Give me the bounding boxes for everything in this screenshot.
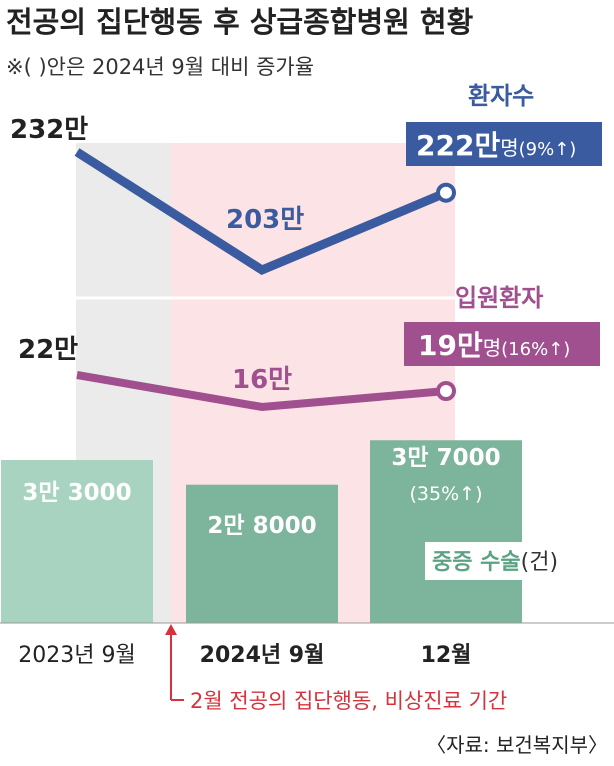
inpatients-series-name: 입원환자 — [455, 284, 543, 312]
bar-change-12: (35%↑) — [410, 483, 483, 505]
source-note: 〈자료: 보건복지부〉 — [426, 733, 608, 757]
patients-value-box — [406, 122, 602, 166]
bar-legend-box — [425, 542, 608, 580]
line-series — [74, 148, 456, 412]
inpatients-label-2023: 22만 — [18, 335, 78, 365]
patients-value-box-text: 222만명(9%↑) — [416, 129, 576, 162]
bar-label-12: 3만 7000 — [391, 445, 500, 471]
inpatients-label-2024: 16만 — [232, 365, 292, 395]
inpatients-line — [76, 371, 447, 412]
bar-legend: 중증 수술(건) — [432, 550, 558, 575]
patients-label-2023: 232만 — [10, 115, 88, 145]
patients-line — [74, 148, 448, 276]
bar-label-2024: 2만 8000 — [207, 513, 316, 539]
chart-subtitle: ※( )안은 2024년 9월 대비 증가율 — [6, 55, 314, 79]
x-label-2023: 2023년 9월 — [18, 643, 135, 668]
patients-series-name: 환자수 — [468, 82, 534, 110]
period-note: 2월 전공의 집단행동, 비상진료 기간 — [190, 689, 507, 713]
bar-2024년 9월 — [186, 484, 338, 623]
bar-label-2023: 3만 3000 — [22, 480, 131, 506]
bar-2023년 9월 — [1, 460, 153, 623]
x-label-2024: 2024년 9월 — [200, 643, 325, 668]
inpatients-value-box — [404, 322, 600, 366]
patients-label-2024: 203만 — [226, 205, 304, 235]
inpatients-value-box-text: 19만명(16%↑) — [418, 329, 570, 362]
surgery-bars — [1, 440, 522, 623]
inpatients-endpoint — [436, 381, 456, 401]
period-marker-arrow — [165, 624, 177, 635]
x-label-12: 12월 — [421, 643, 472, 668]
bar-12월 — [370, 440, 522, 623]
chart-title: 전공의 집단행동 후 상급종합병원 현황 — [6, 5, 474, 39]
patients-endpoint — [436, 182, 456, 203]
